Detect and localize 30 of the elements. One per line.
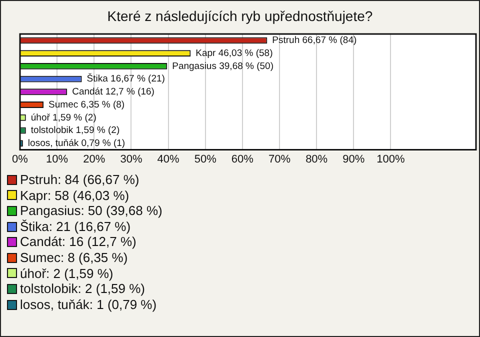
data-label: Candát 12,7 % (16) [72, 86, 154, 98]
x-tick-label: 30% [120, 153, 142, 166]
data-label: losos, tuňák 0,79 % (1) [28, 138, 126, 149]
text: Štika: 21 (16,67 %) [20, 218, 131, 234]
text: Sumec: 8 (6,35 %) [20, 250, 128, 266]
text: losos, tuňák: 1 (0,79 %) [20, 296, 157, 312]
x-tick-label: 10% [46, 153, 68, 166]
chart-title: Které z následujících ryb upřednostňujete? [106, 8, 374, 24]
data-label: úhoř 1,59 % (2) [30, 112, 96, 124]
data-label: tolstolobik 1,59 % (2) [30, 125, 120, 136]
x-tick-label: 100% [376, 153, 406, 166]
data-label: Sumec 6,35 % (8) [48, 99, 125, 110]
text: Pstruh: 84 (66,67 %) [20, 172, 140, 188]
data-label: Pstruh 66,67 % (84) [272, 35, 357, 46]
x-tick-label: 0% [12, 153, 28, 166]
x-tick-label: 20% [83, 153, 106, 166]
x-tick-label: 90% [342, 153, 365, 166]
x-tick-label: 60% [231, 153, 254, 166]
text: úhoř: 2 (1,59 %) [20, 266, 114, 282]
x-tick-label: 70% [268, 153, 291, 166]
data-label: Štika 16,67 % (21) [86, 72, 165, 85]
text: Pangasius: 50 (39,68 %) [20, 203, 162, 219]
text: Kapr: 58 (46,03 %) [20, 188, 130, 204]
x-tick-label: 40% [157, 153, 180, 166]
text: tolstolobik: 2 (1,59 %) [20, 281, 146, 297]
data-label: Pangasius 39,68 % (50) [172, 60, 274, 72]
x-tick-label: 80% [306, 153, 328, 166]
text: Candát: 16 (12,7 %) [20, 234, 136, 250]
x-tick-label: 50% [194, 153, 217, 166]
data-label: Kapr 46,03 % (58) [196, 48, 273, 59]
